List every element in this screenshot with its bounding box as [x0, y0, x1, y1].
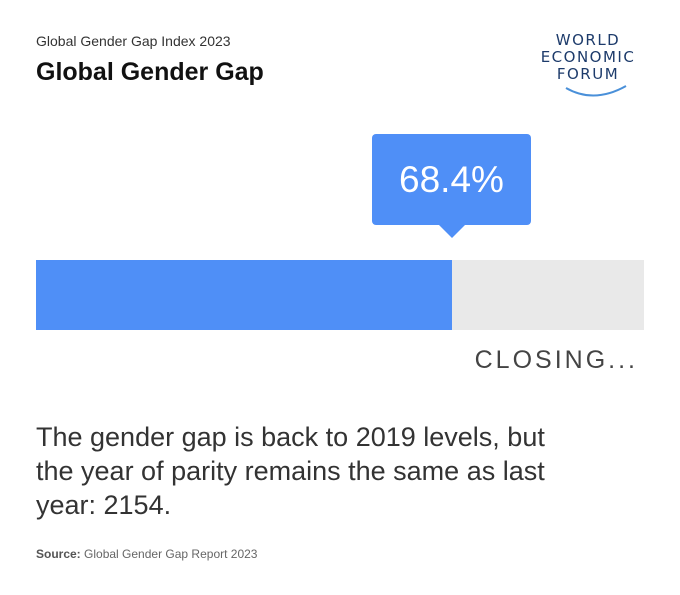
logo-line-2: ECONOMIC	[540, 48, 636, 66]
progress-track	[36, 260, 644, 330]
callout-pointer	[439, 225, 465, 238]
description-text: The gender gap is back to 2019 levels, b…	[36, 422, 545, 520]
progress-fill-bar	[36, 260, 452, 330]
source-note: Source: Global Gender Gap Report 2023	[36, 547, 257, 561]
logo-line-1: WORLD	[555, 31, 621, 49]
wef-logo: WORLD ECONOMIC FORUM	[528, 32, 648, 104]
logo-line-3: FORUM	[556, 65, 620, 83]
source-text: Global Gender Gap Report 2023	[84, 547, 258, 561]
status-label: CLOSING...	[474, 346, 638, 374]
logo-arc-icon	[565, 85, 627, 97]
source-label: Source:	[36, 547, 81, 561]
page-title: Global Gender Gap	[36, 58, 264, 86]
chart-subtitle: Global Gender Gap Index 2023	[36, 33, 231, 49]
value-callout: 68.4%	[372, 134, 531, 225]
value-label: 68.4%	[399, 158, 504, 200]
